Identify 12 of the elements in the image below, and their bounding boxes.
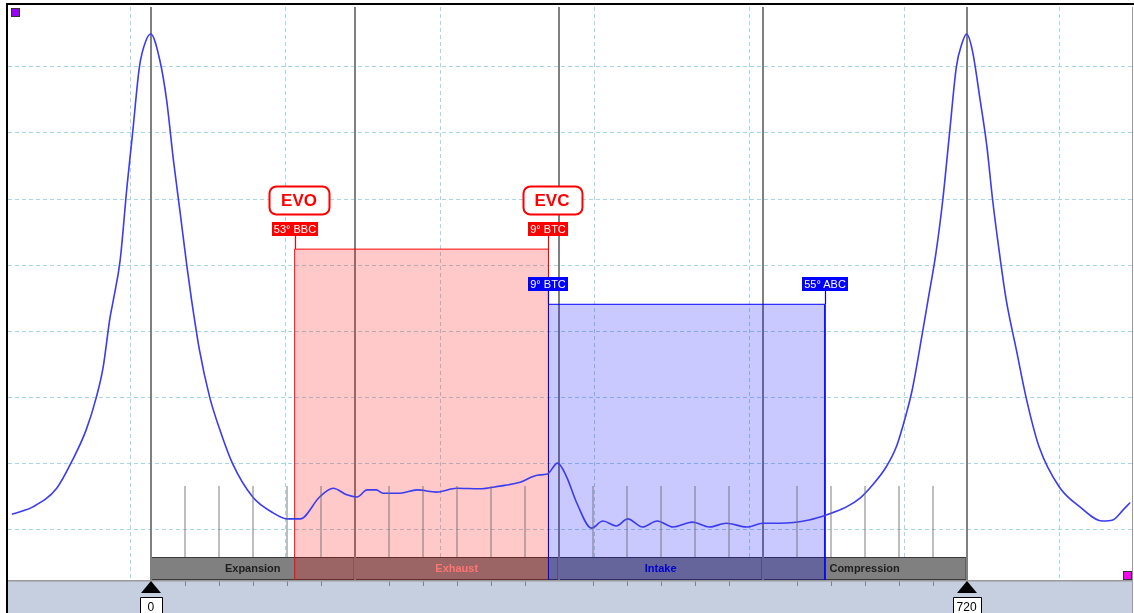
annotation: EVO bbox=[281, 190, 317, 210]
band-label: Intake bbox=[644, 562, 677, 575]
annotation: 9° BTC bbox=[530, 222, 566, 235]
annotation: 53° BBC bbox=[273, 222, 317, 235]
band-label: Exhaust bbox=[435, 562, 479, 575]
annotation: 55° ABC bbox=[804, 277, 846, 290]
x-tick-label: 720 bbox=[956, 599, 977, 613]
band-label: Expansion bbox=[224, 562, 281, 575]
annotation: 9° BTC bbox=[530, 277, 566, 290]
annotation: EVC bbox=[534, 190, 570, 210]
x-tick-label: 0 bbox=[147, 599, 155, 613]
band-label: Compression bbox=[829, 562, 901, 575]
